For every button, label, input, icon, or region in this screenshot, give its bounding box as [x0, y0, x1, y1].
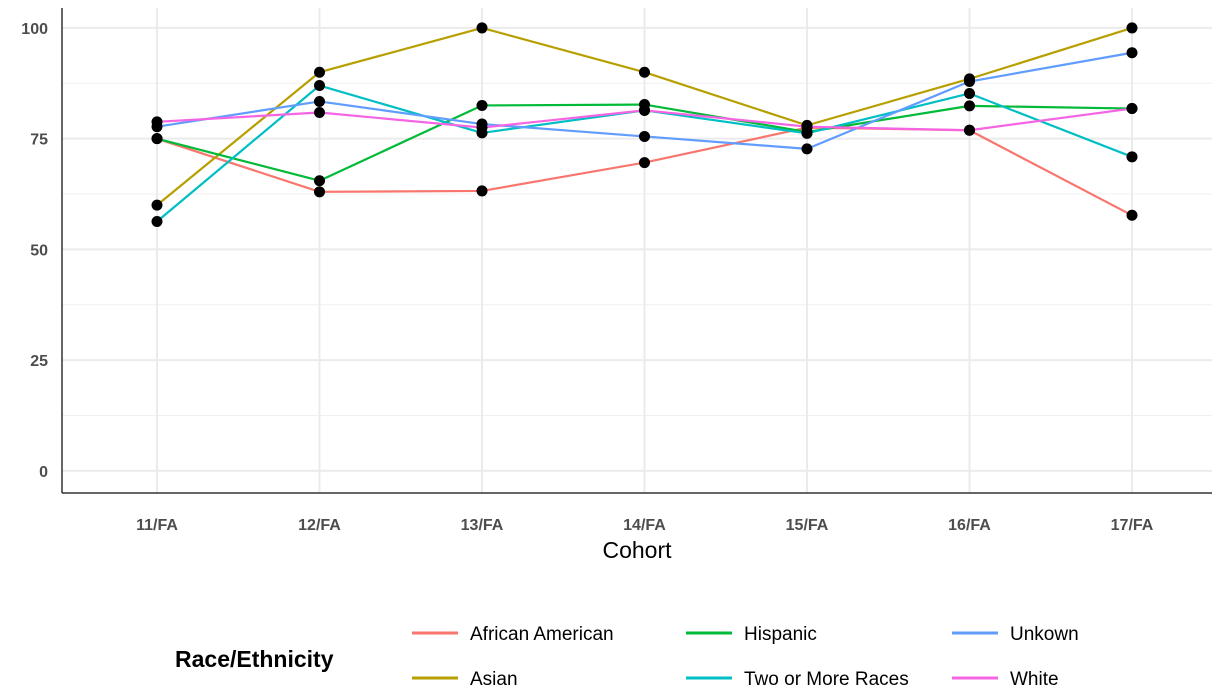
- x-tick-label: 14/FA: [623, 517, 666, 534]
- axis-lines: [61, 8, 1212, 494]
- legend-label: White: [1010, 669, 1059, 690]
- x-axis-title: Cohort: [602, 537, 672, 563]
- data-point: [151, 199, 163, 211]
- data-point: [639, 104, 650, 116]
- legend-item: African American: [412, 624, 614, 645]
- legend-item: Unkown: [952, 624, 1079, 645]
- data-point: [476, 122, 488, 134]
- data-point: [314, 80, 325, 92]
- y-tick-label: 50: [30, 242, 48, 259]
- y-tick-label: 100: [21, 21, 48, 38]
- legend-label: Asian: [470, 669, 518, 690]
- x-tick-label: 16/FA: [948, 517, 991, 534]
- x-tick-label: 11/FA: [136, 517, 178, 534]
- data-point: [476, 22, 488, 34]
- legend-item: Two or More Races: [686, 669, 909, 690]
- data-point: [151, 133, 163, 145]
- data-point: [964, 87, 975, 99]
- legend-label: Hispanic: [744, 624, 817, 645]
- data-point: [801, 121, 813, 133]
- x-tick-label: 12/FA: [298, 517, 341, 534]
- legend-label: African American: [470, 624, 614, 645]
- legend-label: Two or More Races: [744, 669, 909, 690]
- y-tick-label: 25: [30, 353, 48, 370]
- legend-item: White: [952, 669, 1059, 690]
- data-point: [476, 185, 488, 197]
- data-point: [314, 186, 325, 198]
- data-point: [1126, 22, 1138, 34]
- data-point: [964, 76, 975, 88]
- y-axis-ticks: 0 25 50 75 100: [21, 21, 48, 481]
- data-point: [151, 215, 163, 227]
- data-point: [639, 157, 650, 169]
- data-point: [314, 175, 325, 187]
- data-point: [151, 116, 163, 128]
- data-point: [639, 66, 650, 78]
- y-tick-label: 0: [39, 464, 48, 481]
- legend: African American Asian Hispanic Two or More…: [412, 624, 1079, 690]
- data-point: [801, 143, 813, 155]
- legend-item: Hispanic: [686, 624, 817, 645]
- legend-title: Race/Ethnicity: [175, 646, 334, 672]
- x-tick-label: 13/FA: [461, 517, 504, 534]
- x-tick-label: 17/FA: [1111, 517, 1154, 534]
- y-tick-label: 75: [30, 132, 48, 149]
- data-point: [314, 95, 325, 107]
- data-point: [1126, 209, 1138, 221]
- data-point: [1126, 151, 1138, 163]
- legend-label: Unkown: [1010, 624, 1079, 645]
- legend-item: Asian: [412, 669, 518, 690]
- minor-gridlines: [62, 82, 1212, 416]
- data-point: [314, 107, 325, 119]
- data-point: [1126, 47, 1138, 59]
- data-point: [964, 124, 975, 136]
- data-point: [1126, 103, 1138, 115]
- data-point: [476, 99, 488, 111]
- x-axis-ticks: 11/FA 12/FA 13/FA 14/FA 15/FA 16/FA 17/FA: [136, 517, 1154, 534]
- major-gridlines: [62, 8, 1212, 493]
- series-points: [151, 22, 1138, 227]
- data-point: [964, 100, 975, 112]
- data-point: [314, 66, 325, 78]
- data-point: [639, 130, 650, 142]
- x-tick-label: 15/FA: [786, 517, 829, 534]
